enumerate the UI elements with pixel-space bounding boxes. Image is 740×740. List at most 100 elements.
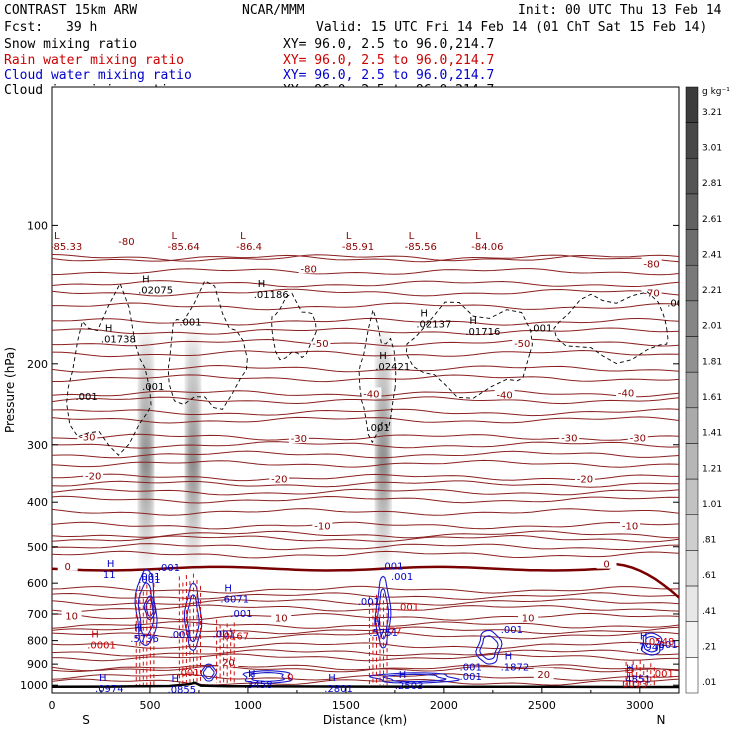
contour-label: .001 — [358, 597, 380, 608]
isotherm-line — [52, 349, 679, 358]
isotherm-label-bg — [310, 336, 331, 348]
extremum-symbol: H — [328, 673, 336, 684]
colorbar-unit: g kg⁻¹ — [702, 87, 730, 97]
isotherm-line — [52, 480, 679, 488]
cloud-ice-contour — [167, 280, 248, 410]
isotherm-label: -20 — [85, 472, 101, 483]
field-name-rain: Rain water mixing ratio — [4, 53, 184, 68]
isotherm-label: 20 — [537, 670, 550, 681]
isotherm-line — [52, 631, 679, 640]
x-tick-label: 0 — [49, 699, 56, 712]
colorbar-label: 2.81 — [702, 179, 722, 189]
y-tick-label: 700 — [27, 608, 48, 621]
contour-label: .001 — [652, 669, 674, 680]
isotherm-line — [52, 459, 679, 468]
colorbar-swatch — [685, 657, 699, 694]
contour-label: .001 — [213, 630, 235, 641]
cloud-water-contour — [143, 595, 157, 621]
cloud-ice-contour — [553, 291, 669, 364]
isotherm-line — [52, 649, 679, 657]
plot-layer: -80 -80 -80 -70 -50 -50 -40 -40 -40 -30 -30 -30 -30 -… — [52, 231, 679, 695]
colorbar-swatch — [685, 478, 699, 516]
extremum-symbol: H — [505, 652, 513, 663]
isotherm-label: -10 — [314, 522, 330, 533]
isotherm-label-bg — [218, 655, 239, 667]
extremum-symbol: H — [142, 274, 150, 285]
isotherm-line — [52, 268, 679, 276]
extremum-value: .01716 — [465, 327, 500, 338]
contour-label: .001 — [170, 630, 192, 641]
isotherm-line — [52, 254, 679, 262]
isotherm-line — [52, 598, 679, 606]
isotherm-line — [52, 550, 679, 559]
y-axis-label: Pressure (hPa) — [3, 347, 17, 433]
cloud-water-contour — [145, 599, 155, 617]
isotherm-line — [52, 338, 679, 347]
isotherm-label: 0 — [64, 562, 70, 573]
isotherm-label: -40 — [363, 389, 379, 400]
extremum-value: .2801 — [324, 684, 353, 695]
y-tick-label: 600 — [27, 577, 48, 590]
isotherm-label-bg — [57, 559, 78, 571]
colorbar-swatch — [685, 158, 699, 195]
colorbar-label: 1.81 — [702, 357, 722, 367]
freezing-level-line — [52, 562, 679, 599]
isotherm-label: -10 — [622, 521, 638, 532]
isotherm-label-bg — [641, 286, 662, 298]
isotherm-label-bg — [559, 431, 580, 443]
extremum-symbol: H — [640, 631, 648, 642]
x-tick-label: 2000 — [430, 699, 458, 712]
x-axis-label: Distance (km) — [323, 713, 407, 727]
y-tick-label: 300 — [27, 439, 48, 452]
isotherm-label-bg — [641, 257, 662, 269]
isotherm-line — [52, 664, 679, 672]
isotherm-label-bg — [518, 611, 539, 623]
cloud-water-contour — [137, 582, 155, 637]
isotherm-label: 10 — [275, 613, 288, 624]
init-time: Init: 00 UTC Thu 13 Feb 14 — [518, 3, 722, 18]
isotherm-label: 0 — [603, 560, 609, 571]
cloud-ice-contour — [405, 301, 533, 399]
isotherm-label-bg — [627, 431, 648, 443]
contour-label: .0167 — [221, 631, 250, 642]
cloud-water-contour — [640, 632, 663, 656]
extremum-value: .02075 — [138, 285, 173, 296]
colorbar-label: .21 — [702, 643, 716, 653]
isotherm-line — [52, 416, 679, 424]
colorbar-swatch — [685, 371, 699, 409]
contour-label: .001 — [138, 575, 160, 586]
cloud-water-contour — [643, 635, 660, 653]
valid-time: Valid: 15 UTC Fri 14 Feb 14 (01 ChT Sat … — [316, 20, 707, 35]
y-tick-label: 800 — [27, 635, 48, 648]
isotherm-line — [52, 441, 679, 449]
colorbar-label: 1.21 — [702, 464, 722, 474]
colorbar-label: .41 — [702, 607, 716, 617]
colorbar-swatch — [685, 443, 699, 480]
extremum-value: .6071 — [220, 594, 249, 605]
isotherm-line — [52, 592, 679, 600]
snow-column-1 — [186, 325, 201, 577]
cloud-ice-contour — [271, 292, 317, 361]
extremum-value: .01738 — [101, 334, 136, 345]
extremum-symbol: L — [346, 231, 352, 242]
isotherm-line — [52, 280, 679, 288]
colorbar-swatch — [685, 300, 699, 337]
colorbar-swatch — [685, 122, 699, 159]
cloud-ice-contour — [358, 308, 397, 444]
fcst-value: 39 h — [66, 20, 97, 35]
field-xy-rain: XY= 96.0, 2.5 to 96.0,214.7 — [283, 53, 494, 68]
surface-line — [52, 681, 679, 689]
extremum-value: .0001 — [87, 641, 116, 652]
isotherm-line — [52, 673, 679, 681]
isotherm-label-bg — [494, 388, 515, 400]
isotherm-line — [52, 521, 679, 530]
isotherm-label-bg — [616, 386, 637, 398]
cloud-water-contour — [479, 635, 499, 660]
colorbar: 3.21 3.01 2.81 2.61 2.41 2.21 2.01 1.81 1.61 1.41… — [685, 86, 722, 694]
isotherm-line — [52, 317, 679, 326]
colorbar-swatch — [685, 550, 699, 587]
colorbar-label: 3.21 — [702, 108, 722, 118]
isotherm-label: -30 — [561, 433, 577, 444]
isotherm-line — [52, 288, 679, 297]
